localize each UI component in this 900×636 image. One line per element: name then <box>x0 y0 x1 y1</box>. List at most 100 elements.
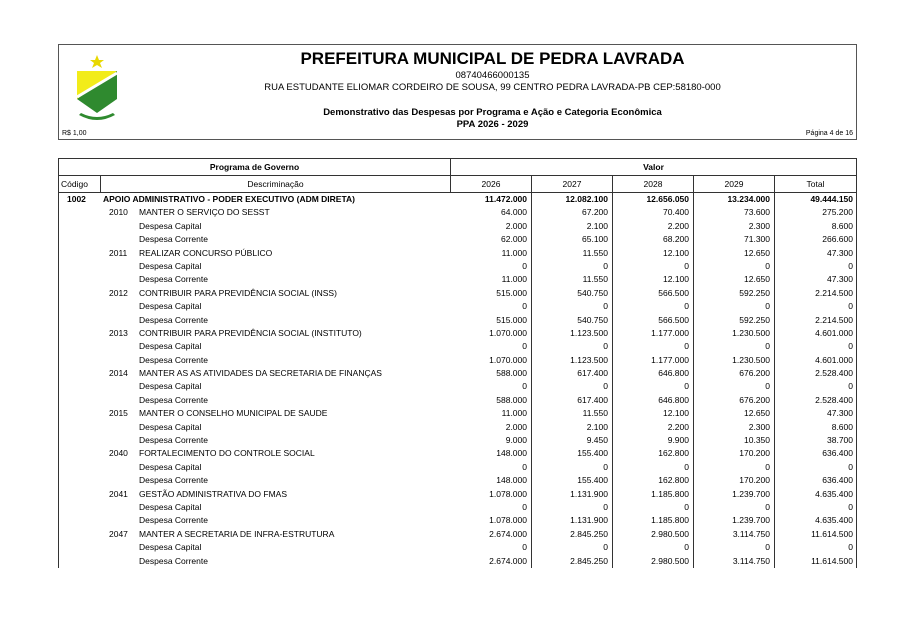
table-row: 2040 FORTALECIMENTO DO CONTROLE SOCIAL 148… <box>59 447 856 461</box>
value-total: 47.300 <box>827 408 853 419</box>
value-total: 2.528.400 <box>815 394 853 405</box>
program-code: 1002 <box>67 194 86 204</box>
category-description: Despesa Corrente <box>139 314 208 325</box>
value-2029: 1.230.500 <box>694 353 775 368</box>
value-2027: 155.400 <box>532 447 613 461</box>
action-description: CONTRIBUIR PARA PREVIDÊNCIA SOCIAL (INST… <box>139 327 362 338</box>
category-description: Despesa Corrente <box>139 354 208 365</box>
value-2027: 2.100 <box>532 420 613 435</box>
value-2029: 3.114.750 <box>694 527 775 542</box>
value-total: 636.400 <box>822 475 853 486</box>
value-2028: 646.800 <box>613 393 694 408</box>
value-total: 47.300 <box>827 247 853 258</box>
cnpj: 08740466000135 <box>455 70 530 81</box>
value-total: 275.200 <box>822 207 853 218</box>
category-description: Despesa Capital <box>139 260 202 271</box>
table-row: Despesa Corrente 2.674.000 2.845.250 2.980.… <box>59 554 856 568</box>
table-row: 2015 MANTER O CONSELHO MUNICIPAL DE SAUDE… <box>59 407 856 421</box>
value-total: 49.444.150 <box>810 194 853 204</box>
value-2026: 588.000 <box>451 367 532 381</box>
value-2027: 1.123.500 <box>532 353 613 368</box>
value-total: 0 <box>848 381 853 392</box>
value-2027: 11.550 <box>532 273 613 287</box>
action-code <box>59 300 139 313</box>
action-code <box>59 434 139 447</box>
col-header-2027: 2027 <box>532 176 613 192</box>
value-2028: 646.800 <box>613 367 694 381</box>
table-row: 2012 CONTRIBUIR PARA PREVIDÊNCIA SOCIAL (… <box>59 286 856 301</box>
value-2028: 2.200 <box>613 219 694 234</box>
value-2028: 1.185.800 <box>613 487 694 501</box>
value-2027: 0 <box>532 300 613 314</box>
action-code <box>59 501 139 514</box>
value-2026: 11.000 <box>451 246 532 260</box>
value-2028: 70.400 <box>613 206 694 220</box>
program-description: APOIO ADMINISTRATIVO - PODER EXECUTIVO (… <box>103 194 356 204</box>
action-code <box>59 555 139 568</box>
table-row: Despesa Capital 0 0 0 0 0 <box>59 380 856 394</box>
value-2027: 11.550 <box>532 407 613 421</box>
value-2029: 3.114.750 <box>694 554 775 568</box>
action-code: 2014 <box>109 368 128 379</box>
value-total: 2.214.500 <box>815 287 853 298</box>
value-2028: 68.200 <box>613 233 694 247</box>
value-total: 0 <box>848 542 853 553</box>
table-row: Despesa Corrente 9.000 9.450 9.900 10.350 38.… <box>59 434 856 448</box>
value-total: 636.400 <box>822 448 853 459</box>
value-2026: 1.078.000 <box>451 487 532 501</box>
table-row: 2014 MANTER AS AS ATIVIDADES DA SECRETARI… <box>59 367 856 381</box>
value-2028: 0 <box>613 300 694 314</box>
value-2028: 0 <box>613 340 694 354</box>
value-2027: 67.200 <box>532 206 613 220</box>
value-total: 2.214.500 <box>815 314 853 325</box>
action-code: 2013 <box>109 327 128 338</box>
value-2026: 0 <box>451 300 532 314</box>
value-2026: 515.000 <box>451 286 532 301</box>
action-code: 2015 <box>109 408 128 419</box>
value-2028: 12.100 <box>613 407 694 421</box>
action-description: MANTER A SECRETARIA DE INFRA-ESTRUTURA <box>139 528 335 539</box>
value-2029: 170.200 <box>694 447 775 461</box>
value-2027: 0 <box>532 541 613 555</box>
group-header-program: Programa de Governo <box>59 159 451 175</box>
category-description: Despesa Capital <box>139 421 202 432</box>
action-code <box>59 260 139 273</box>
value-2027: 1.123.500 <box>532 326 613 341</box>
value-2029: 0 <box>694 300 775 314</box>
table-row: 2010 MANTER O SERVIÇO DO SESST 64.000 67.20… <box>59 206 856 220</box>
value-total: 47.300 <box>827 274 853 285</box>
value-2027: 2.845.250 <box>532 554 613 568</box>
table-row: Despesa Capital 0 0 0 0 0 <box>59 259 856 274</box>
report-header: PREFEITURA MUNICIPAL DE PEDRA LAVRADA 08… <box>58 44 857 140</box>
value-2029: 170.200 <box>694 474 775 488</box>
value-2029: 592.250 <box>694 313 775 327</box>
table-row: 2041 GESTÃO ADMINISTRATIVA DO FMAS 1.078.0… <box>59 487 856 501</box>
table-row: Despesa Corrente 1.078.000 1.131.900 1.185.… <box>59 514 856 528</box>
value-2027: 1.131.900 <box>532 487 613 501</box>
value-total: 0 <box>848 341 853 352</box>
currency-unit: R$ 1,00 <box>62 130 87 137</box>
category-description: Despesa Corrente <box>139 394 208 405</box>
report-period: PPA 2026 - 2029 <box>456 119 529 130</box>
value-2028: 1.177.000 <box>613 326 694 341</box>
action-description: GESTÃO ADMINISTRATIVA DO FMAS <box>139 488 287 499</box>
value-2026: 0 <box>451 380 532 394</box>
category-description: Despesa Corrente <box>139 234 208 245</box>
table-row: 1002 APOIO ADMINISTRATIVO - PODER EXECUTI… <box>59 193 856 207</box>
value-2029: 71.300 <box>694 233 775 247</box>
category-description: Despesa Capital <box>139 381 202 392</box>
category-description: Despesa Corrente <box>139 435 208 446</box>
table-row: Despesa Capital 0 0 0 0 0 <box>59 500 856 515</box>
table-row: 2047 MANTER A SECRETARIA DE INFRA-ESTRUTU… <box>59 527 856 542</box>
value-2026: 0 <box>451 259 532 274</box>
col-header-2029: 2029 <box>694 176 775 192</box>
expense-table: Programa de Governo Valor Código Descrim… <box>58 158 857 568</box>
value-2029: 13.234.000 <box>694 193 775 207</box>
category-description: Despesa Capital <box>139 461 202 472</box>
action-code <box>59 514 139 527</box>
value-2028: 566.500 <box>613 286 694 301</box>
action-code: 2010 <box>109 207 128 218</box>
value-2027: 0 <box>532 500 613 515</box>
action-code <box>59 421 139 434</box>
action-code <box>59 474 139 487</box>
